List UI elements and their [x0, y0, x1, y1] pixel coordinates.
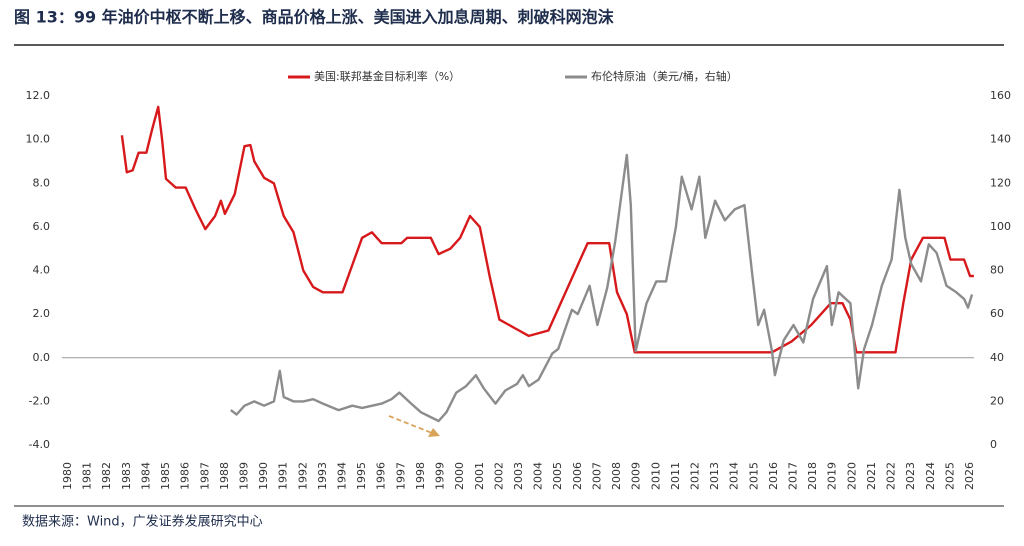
y-tick-label: -2.0: [29, 394, 50, 407]
x-tick-label: 2004: [532, 462, 545, 490]
x-tick-label: 1990: [257, 462, 270, 490]
series-line: [120, 105, 974, 354]
x-tick-label: 2001: [473, 462, 486, 490]
x-tick-label: 2003: [512, 462, 525, 490]
y2-tick-label: 40: [990, 351, 1004, 364]
x-tick-label: 2020: [845, 462, 858, 490]
x-tick-label: 1993: [316, 462, 329, 490]
y-tick-label: 10.0: [26, 133, 51, 146]
x-tick-label: 1983: [120, 462, 133, 490]
y-tick-label: 4.0: [33, 264, 51, 277]
y2-tick-label: 80: [990, 264, 1004, 277]
x-tick-label: 1985: [159, 462, 172, 490]
chart-title: 图 13：99 年油价中枢不断上移、商品价格上涨、美国进入加息周期、刺破科网泡沫: [14, 8, 615, 27]
x-tick-label: 2005: [551, 462, 564, 490]
series-line: [230, 153, 974, 423]
y2-tick-label: 120: [990, 176, 1011, 189]
y-tick-label: 2.0: [33, 307, 51, 320]
y-tick-label: 6.0: [33, 220, 51, 233]
y2-tick-label: 0: [990, 438, 997, 451]
x-tick-label: 1991: [277, 462, 290, 490]
x-tick-label: 2014: [728, 462, 741, 490]
x-tick-label: 1989: [237, 462, 250, 490]
x-tick-label: 1981: [81, 462, 94, 490]
x-tick-label: 2013: [708, 462, 721, 490]
x-tick-label: 1987: [198, 462, 211, 490]
x-tick-label: 2010: [649, 462, 662, 490]
y-tick-label: 8.0: [33, 176, 51, 189]
x-tick-label: 1988: [218, 462, 231, 490]
y-tick-label: -4.0: [29, 438, 50, 451]
x-tick-label: 2007: [590, 462, 603, 490]
y2-tick-label: 20: [990, 394, 1004, 407]
x-tick-label: 1999: [434, 462, 447, 490]
x-tick-label: 2008: [610, 462, 623, 490]
legend-label: 布伦特原油（美元/桶，右轴）: [591, 69, 738, 83]
x-tick-label: 1982: [100, 462, 113, 490]
x-tick-label: 2018: [806, 462, 819, 490]
x-tick-label: 1997: [394, 462, 407, 490]
x-tick-label: 2006: [571, 462, 584, 490]
x-tick-label: 1995: [355, 462, 368, 490]
legend-label: 美国:联邦基金目标利率（%）: [314, 69, 460, 83]
y2-tick-label: 140: [990, 133, 1011, 146]
x-tick-label: 2019: [826, 462, 839, 490]
x-tick-label: 1984: [139, 462, 152, 490]
x-tick-label: 2026: [963, 462, 976, 490]
x-tick-label: 2015: [747, 462, 760, 490]
x-tick-label: 2016: [767, 462, 780, 490]
x-tick-label: 2002: [492, 462, 505, 490]
x-tick-label: 1996: [375, 462, 388, 490]
x-tick-label: 1980: [61, 462, 74, 490]
y-tick-label: 0.0: [33, 351, 51, 364]
x-tick-label: 2009: [630, 462, 643, 490]
x-tick-label: 2023: [904, 462, 917, 490]
x-tick-label: 2011: [669, 462, 682, 490]
x-tick-label: 1998: [414, 462, 427, 490]
source-note: 数据来源：Wind，广发证券发展研究中心: [22, 514, 263, 530]
x-tick-label: 1992: [296, 462, 309, 490]
annotation-arrow: [388, 415, 440, 437]
x-tick-label: 1986: [179, 462, 192, 490]
x-tick-label: 2025: [943, 462, 956, 490]
x-tick-label: 1994: [336, 462, 349, 490]
y2-tick-label: 160: [990, 89, 1011, 102]
x-tick-label: 2021: [865, 462, 878, 490]
y-tick-label: 12.0: [26, 89, 51, 102]
x-tick-label: 2024: [924, 462, 937, 490]
x-tick-label: 2017: [787, 462, 800, 490]
y2-tick-label: 100: [990, 220, 1011, 233]
x-tick-label: 2012: [688, 462, 701, 490]
y2-tick-label: 60: [990, 307, 1004, 320]
x-tick-label: 2022: [885, 462, 898, 490]
x-tick-label: 2000: [453, 462, 466, 490]
